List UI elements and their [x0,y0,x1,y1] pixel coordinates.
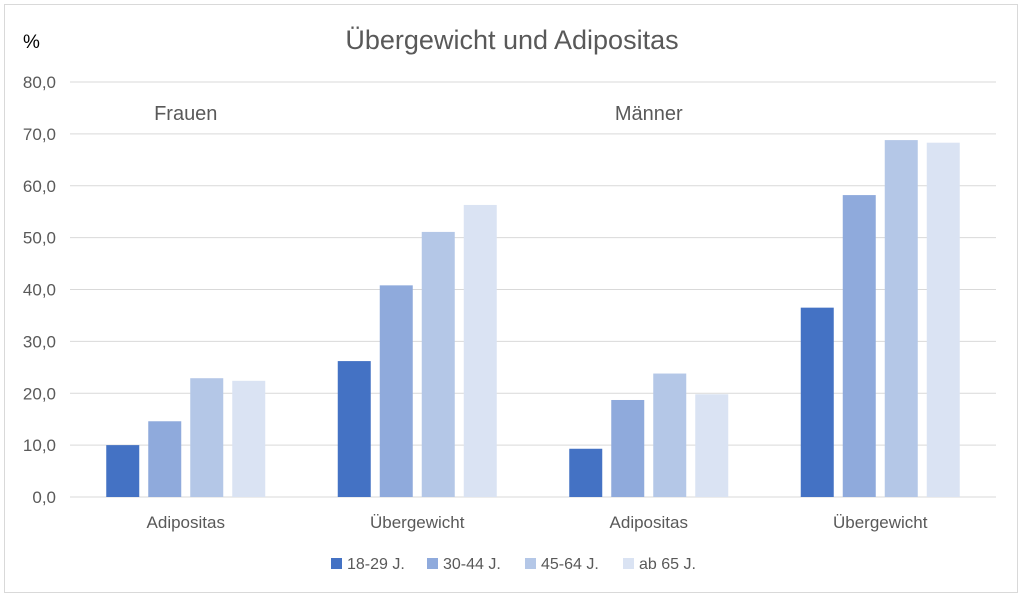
bar [106,445,140,497]
x-category-label: Übergewicht [833,513,928,532]
bar [695,394,729,497]
bar [569,448,603,497]
bar [148,421,182,497]
y-tick-label: 20,0 [23,384,56,403]
bar [926,142,960,497]
bar [842,195,876,497]
legend-label: 18-29 J. [347,556,405,573]
legend-label: 45-64 J. [541,556,599,573]
bar [337,361,371,497]
bar [421,231,455,497]
y-tick-label: 80,0 [23,73,56,92]
y-tick-label: 40,0 [23,281,56,300]
legend: 18-29 J. 30-44 J. 45-64 J. ab 65 J. [331,556,696,573]
bar [190,378,224,497]
bars [106,140,960,497]
y-tick-label: 60,0 [23,177,56,196]
chart-title: Übergewicht und Adipositas [345,25,678,55]
group-labels: Frauen Männer [154,103,683,125]
legend-swatch [525,558,536,569]
legend-swatch [427,558,438,569]
bar [611,399,645,497]
category-labels: Adipositas Übergewicht Adipositas Übergewic… [147,513,928,532]
group-label: Frauen [154,103,217,125]
y-tick-label: 10,0 [23,436,56,455]
y-tick-label: 50,0 [23,229,56,248]
x-category-label: Übergewicht [370,513,465,532]
bar [232,380,266,497]
y-tick-label: 0,0 [32,488,56,507]
x-category-label: Adipositas [610,513,688,532]
x-category-label: Adipositas [147,513,225,532]
y-tick-label: 70,0 [23,125,56,144]
gridlines [70,81,996,498]
y-tick-label: 30,0 [23,332,56,351]
bar [379,285,413,497]
legend-swatch [623,558,634,569]
bar [884,140,918,497]
y-tick-labels: 0,0 10,0 20,0 30,0 40,0 50,0 60,0 70,0 80,0 [23,73,56,507]
legend-label: 30-44 J. [443,556,501,573]
bar [463,204,497,497]
group-label: Männer [615,103,683,125]
bar [800,307,834,497]
y-axis-unit: % [23,32,40,53]
bar [653,373,687,497]
legend-swatch [331,558,342,569]
legend-label: ab 65 J. [639,556,696,573]
